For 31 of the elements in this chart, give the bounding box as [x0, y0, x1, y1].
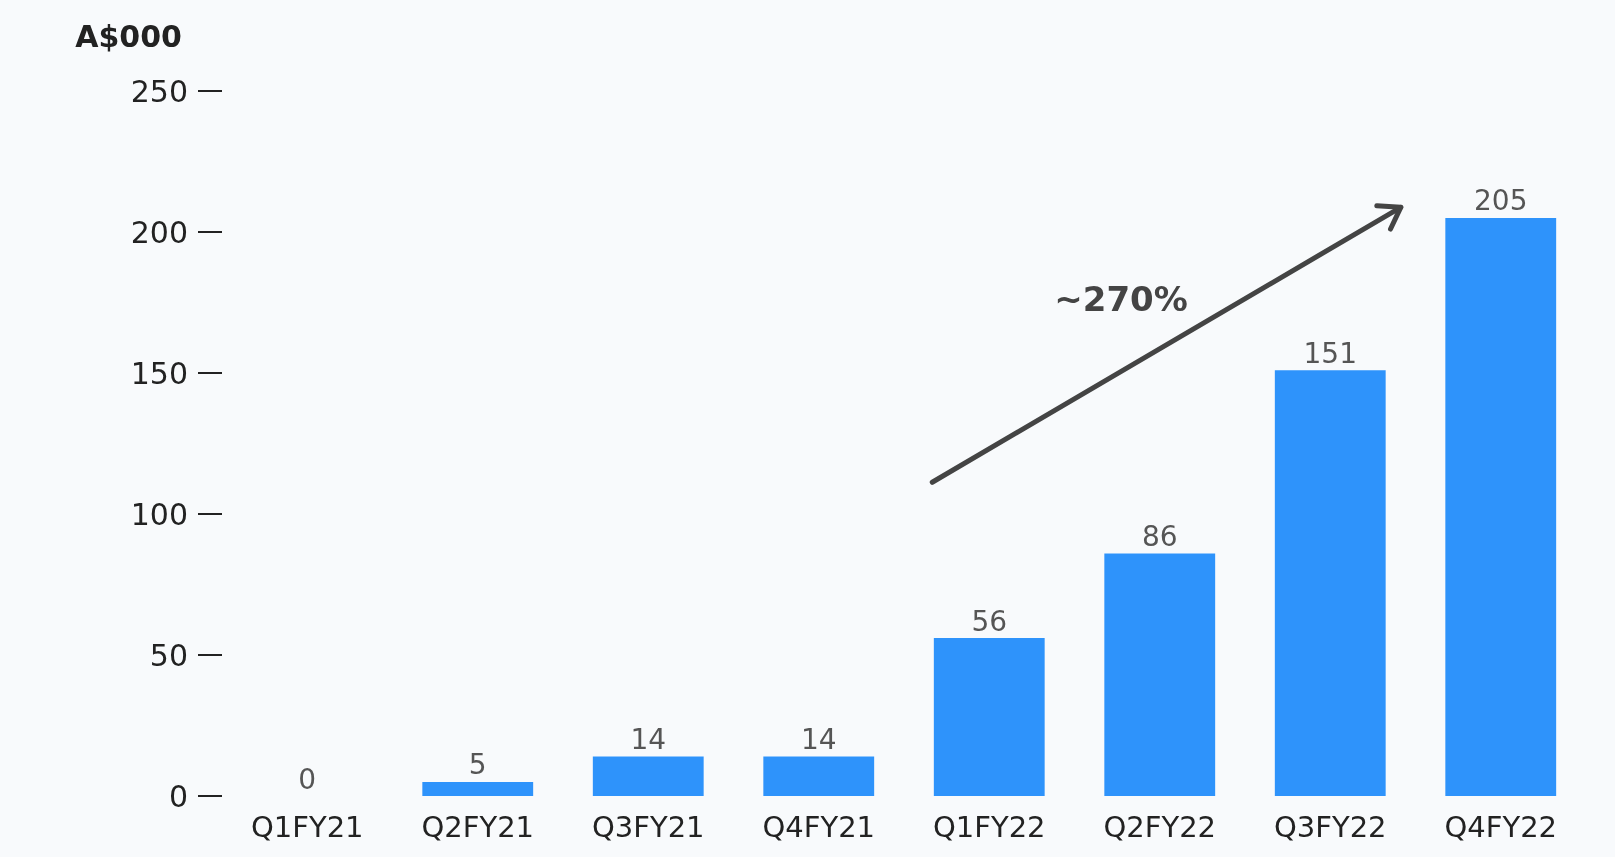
- y-tick-label: 200: [130, 214, 188, 250]
- bar: [933, 638, 1045, 796]
- x-tick-label: Q4FY21: [762, 809, 876, 844]
- x-tick-label: Q1FY21: [250, 809, 364, 844]
- y-tick-label: 50: [149, 637, 188, 673]
- data-label: 56: [971, 604, 1008, 638]
- y-tick-label: 250: [130, 73, 188, 109]
- y-tick-label: 0: [168, 778, 188, 814]
- data-label: 0: [298, 762, 317, 796]
- x-tick-label: Q3FY22: [1273, 809, 1387, 844]
- x-tick-label: Q1FY22: [932, 809, 1046, 844]
- bar: [1274, 370, 1386, 796]
- bar: [1445, 217, 1557, 796]
- y-tick-label: 100: [130, 496, 188, 532]
- bar: [592, 756, 704, 796]
- data-label: 205: [1474, 184, 1528, 218]
- data-label: 86: [1141, 519, 1178, 553]
- bar: [1104, 553, 1216, 796]
- bar: [763, 756, 875, 796]
- data-label: 5: [468, 748, 487, 782]
- bar: [422, 781, 534, 796]
- x-tick-label: Q2FY21: [421, 809, 535, 844]
- x-tick-label: Q3FY21: [591, 809, 705, 844]
- x-tick-label: Q2FY22: [1103, 809, 1217, 844]
- data-label: 14: [800, 723, 837, 757]
- y-axis-title: A$000: [75, 18, 182, 54]
- x-tick-label: Q4FY22: [1444, 809, 1558, 844]
- data-label: 151: [1303, 336, 1357, 370]
- data-label: 14: [630, 723, 667, 757]
- annotation: ~270%: [1054, 278, 1188, 319]
- y-tick-label: 150: [130, 355, 188, 391]
